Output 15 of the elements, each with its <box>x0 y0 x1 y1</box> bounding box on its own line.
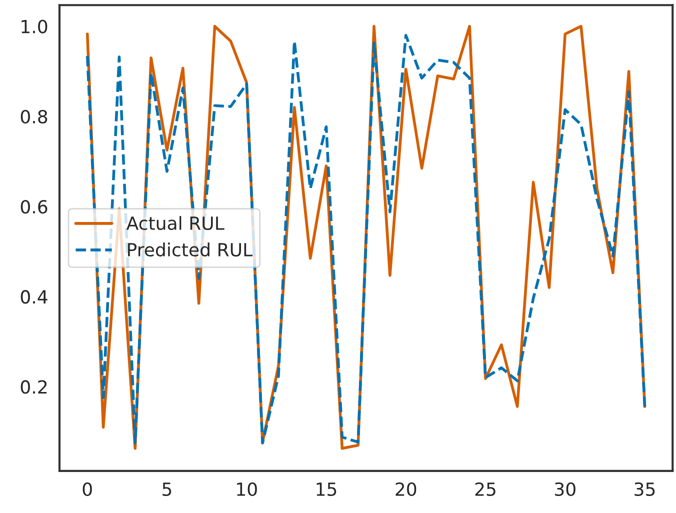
y-tick-label: 0.4 <box>20 290 48 304</box>
x-tick-label: 20 <box>396 482 416 496</box>
x-tick-label: 5 <box>162 482 172 496</box>
legend-label: Predicted RUL <box>128 242 253 257</box>
x-tick-label: 0 <box>82 482 92 496</box>
x-tick-label: 30 <box>555 482 576 496</box>
x-tick-label: 35 <box>634 482 655 496</box>
legend-label: Actual RUL <box>126 216 224 230</box>
x-tick-label: 15 <box>316 482 336 496</box>
y-tick-label: 0.2 <box>20 380 47 394</box>
y-tick-label: 0.8 <box>20 110 48 124</box>
y-tick-label: 1.0 <box>22 20 48 34</box>
y-tick-label: 0.6 <box>20 200 48 214</box>
x-tick-label: 10 <box>237 482 257 496</box>
x-tick-label: 25 <box>475 482 496 496</box>
